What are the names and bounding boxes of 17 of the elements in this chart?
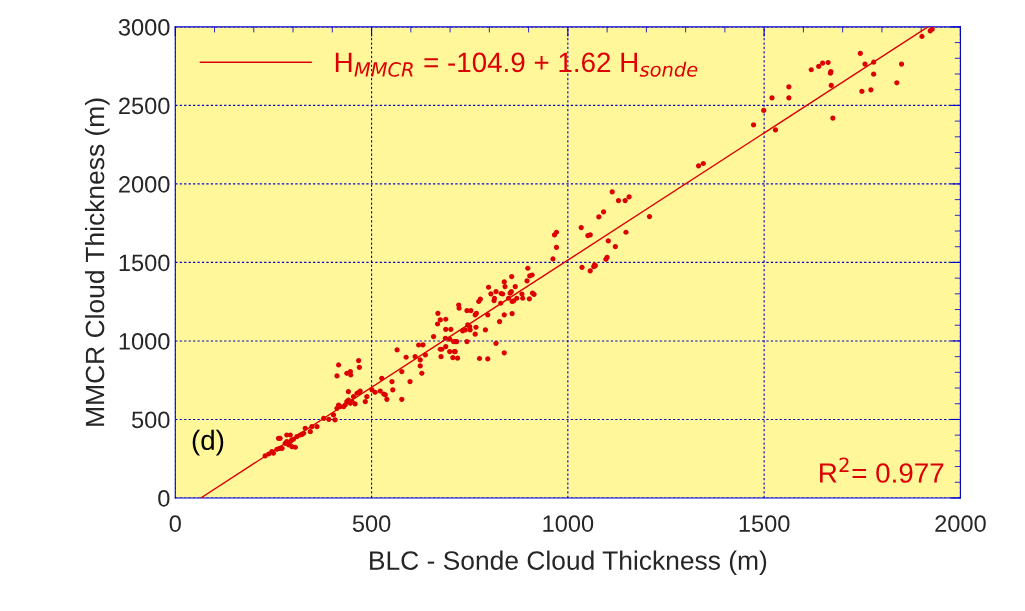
x-tick-label: 2000: [935, 515, 986, 532]
legend-label: H$_{MMCR}$ = -104.9 + 1.62 H$_{sonde}$: [335, 52, 698, 77]
y-tick-label: 2000: [119, 175, 170, 193]
x-tick-label: 0: [169, 515, 181, 532]
y-tick-label: 3000: [118, 18, 170, 36]
x-tick-label: 1000: [543, 515, 594, 532]
y-tick-label: 2500: [119, 97, 170, 115]
annotation: R$^{2}$= 0.977: [820, 457, 944, 483]
y-axis-title: MMCR Cloud Thickness (m): [84, 98, 110, 426]
annotation: (d): [192, 429, 224, 456]
x-tick-label: 1500: [739, 515, 790, 532]
x-tick-label: 500: [352, 515, 391, 532]
x-axis-title: BLC - Sonde Cloud Thickness (m): [370, 550, 767, 576]
y-tick-label: 500: [131, 411, 170, 429]
y-tick-label: 1500: [119, 254, 170, 272]
y-tick-label: 0: [158, 490, 170, 507]
y-tick-label: 1000: [119, 333, 170, 350]
